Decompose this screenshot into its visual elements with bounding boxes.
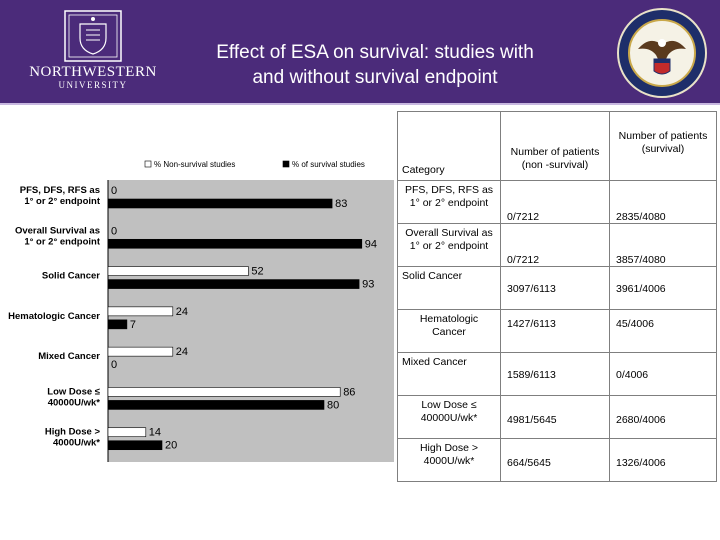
table-cell-nonsurvival: 4981/5645 <box>500 395 610 439</box>
title-line-2: and without survival endpoint <box>252 67 498 88</box>
data-label: 83 <box>335 198 347 210</box>
data-label: 93 <box>362 279 374 291</box>
data-label: 7 <box>130 319 136 331</box>
bar <box>107 266 249 276</box>
table-cell-nonsurvival: 0/7212 <box>500 180 610 224</box>
plot-area <box>108 180 394 462</box>
table-cell-survival: 2680/4006 <box>609 395 717 439</box>
data-label: 0 <box>111 359 117 371</box>
table-row: Hematologic Cancer 1427/6113 45/4006 <box>397 309 717 353</box>
table-row: Mixed Cancer 1589/6113 0/4006 <box>397 352 717 396</box>
legend-swatch <box>282 160 290 168</box>
category-label: Solid Cancer <box>42 271 100 282</box>
table-cell-category: Mixed Cancer <box>397 352 501 396</box>
data-label: 80 <box>327 399 339 411</box>
legend-label: % Non-survival studies <box>154 160 235 169</box>
table-header-nonsurvival: Number of patients (non -survival) <box>500 111 610 181</box>
category-label: Mixed Cancer <box>38 351 100 362</box>
data-label: 52 <box>251 266 263 278</box>
legend-label: % of survival studies <box>292 160 365 169</box>
table-cell-category: Low Dose ≤ 40000U/wk* <box>397 395 501 439</box>
table-cell-nonsurvival: 1589/6113 <box>500 352 610 396</box>
category-label: High Dose >4000U/wk* <box>45 427 101 449</box>
table-row: Low Dose ≤ 40000U/wk* 4981/5645 2680/4006 <box>397 395 717 439</box>
table-cell-survival: 45/4006 <box>609 309 717 353</box>
va-seal-icon <box>617 8 707 98</box>
table-cell-category: High Dose > 4000U/wk* <box>397 438 501 482</box>
category-label: PFS, DFS, RFS as 1° or 2° endpoint <box>20 185 101 207</box>
table-header-survival: Number of patients (survival) <box>609 111 717 181</box>
data-label: 20 <box>165 440 177 452</box>
table-header-category: Category <box>397 111 501 181</box>
table-cell-nonsurvival: 1427/6113 <box>500 309 610 353</box>
bar <box>107 279 360 289</box>
data-label: 0 <box>111 225 117 237</box>
data-label: 24 <box>176 306 188 318</box>
patients-table: Category Number of patients (non -surviv… <box>397 111 717 482</box>
table-row: High Dose > 4000U/wk* 664/5645 1326/4006 <box>397 438 717 482</box>
table-cell-nonsurvival: 0/7212 <box>500 223 610 267</box>
legend-swatch <box>144 160 152 168</box>
bar <box>107 440 163 451</box>
table-cell-survival: 2835/4080 <box>609 180 717 224</box>
table-cell-survival: 3961/4006 <box>609 266 717 310</box>
data-label: 24 <box>176 346 188 358</box>
bar <box>107 319 128 330</box>
title-line-1: Effect of ESA on survival: studies with <box>216 42 534 63</box>
header-bar: NORTHWESTERN UNIVERSITY Effect of ESA on… <box>0 0 720 103</box>
data-label: 86 <box>343 386 355 398</box>
bar <box>107 427 147 438</box>
data-label: 94 <box>365 238 377 250</box>
northwestern-seal-icon <box>64 10 122 62</box>
table-cell-category: PFS, DFS, RFS as 1° or 2° endpoint <box>397 180 501 224</box>
header-divider <box>0 103 720 105</box>
table-cell-survival: 1326/4006 <box>609 438 717 482</box>
table-header-row: Category Number of patients (non -surviv… <box>397 111 717 181</box>
category-label: Hematologic Cancer <box>8 311 100 322</box>
table-cell-category: Overall Survival as 1° or 2° endpoint <box>397 223 501 267</box>
bar <box>107 238 363 249</box>
bar <box>107 400 325 410</box>
bar <box>107 346 174 357</box>
table-row: Overall Survival as 1° or 2° endpoint 0/7… <box>397 223 717 267</box>
data-label: 14 <box>149 427 161 439</box>
table-cell-survival: 0/4006 <box>609 352 717 396</box>
bar <box>107 306 174 317</box>
table-cell-nonsurvival: 3097/6113 <box>500 266 610 310</box>
category-label: Low Dose ≤40000U/wk* <box>47 386 100 408</box>
bar <box>107 387 341 397</box>
table-row: Solid Cancer 3097/6113 3961/4006 <box>397 266 717 310</box>
table-cell-survival: 3857/4080 <box>609 223 717 267</box>
table-cell-category: Solid Cancer <box>397 266 501 310</box>
table-row: PFS, DFS, RFS as 1° or 2° endpoint 0/7212… <box>397 180 717 224</box>
table-cell-nonsurvival: 664/5645 <box>500 438 610 482</box>
category-label: Overall Survival as 1° or 2° endpoint <box>15 225 101 247</box>
northwestern-logo-text: NORTHWESTERN <box>29 64 157 80</box>
slide-title: Effect of ESA on survival: studies with … <box>170 40 580 90</box>
bar-chart: % Non-survival studies % of survival stud… <box>8 160 394 462</box>
data-label: 0 <box>111 185 117 197</box>
bar <box>107 198 333 209</box>
northwestern-logo-subtext: UNIVERSITY <box>58 80 128 90</box>
table-cell-category: Hematologic Cancer <box>397 309 501 353</box>
